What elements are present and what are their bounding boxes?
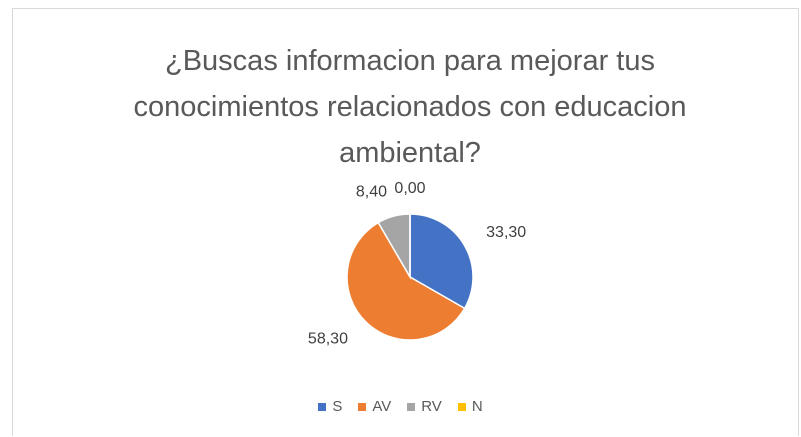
legend: S AV RV N <box>0 398 801 415</box>
legend-label: AV <box>372 398 392 415</box>
pie-slice <box>409 213 474 310</box>
data-label: 8,40 <box>356 183 387 200</box>
chart-frame <box>12 8 799 436</box>
legend-item: AV <box>358 398 391 415</box>
pie-slice <box>346 221 466 341</box>
legend-swatch <box>318 402 327 411</box>
chart-title: ¿Buscas informacion para mejorar tus con… <box>133 45 687 169</box>
legend-item: S <box>318 398 342 415</box>
legend-label: S <box>332 398 343 415</box>
data-label: 33,30 <box>486 224 526 241</box>
legend-item: RV <box>407 398 442 415</box>
data-label: 58,30 <box>308 331 348 348</box>
legend-swatch <box>358 402 367 411</box>
legend-label: N <box>471 398 483 415</box>
legend-swatch <box>407 402 416 411</box>
legend-swatch <box>457 402 466 411</box>
legend-item: N <box>457 398 483 415</box>
data-label: 0,00 <box>394 180 425 197</box>
legend-label: RV <box>421 398 442 415</box>
